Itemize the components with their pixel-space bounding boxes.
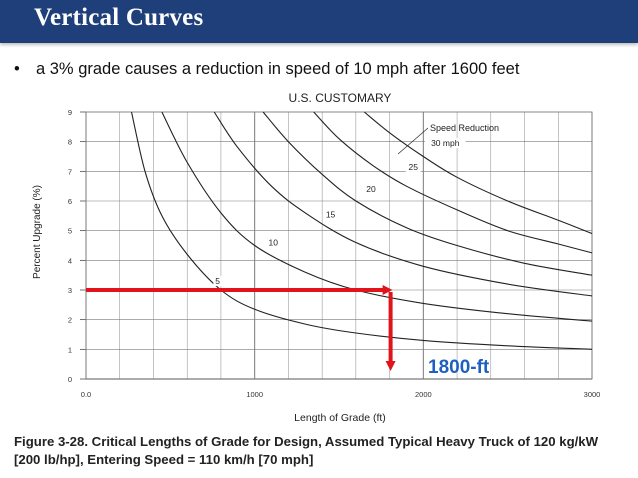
curve-label-bg bbox=[425, 138, 466, 149]
bullet-marker: • bbox=[14, 60, 20, 78]
y-axis-label: Percent Upgrade (%) bbox=[32, 185, 43, 279]
x-tick-label: 0.0 bbox=[81, 390, 91, 399]
x-tick-label: 1000 bbox=[246, 390, 263, 399]
caption-line-2: [200 lb/hp], Entering Speed = 110 km/h [… bbox=[14, 452, 314, 467]
y-tick-label: 1 bbox=[68, 345, 72, 354]
curve-label: 10 bbox=[268, 238, 278, 248]
x-axis-label: Length of Grade (ft) bbox=[294, 412, 386, 424]
y-tick-label: 8 bbox=[68, 138, 72, 147]
y-tick-label: 0 bbox=[68, 375, 72, 384]
y-tick-label: 4 bbox=[68, 256, 72, 265]
curve-15 bbox=[213, 111, 593, 297]
title-bar: Vertical Curves bbox=[0, 0, 638, 43]
curve-label-bg bbox=[363, 184, 379, 195]
x-tick-label: 2000 bbox=[415, 390, 432, 399]
curve-30-mph bbox=[363, 111, 593, 235]
curve-label-bg bbox=[213, 276, 222, 287]
bullet-text: a 3% grade causes a reduction in speed o… bbox=[36, 60, 520, 78]
plot-frame bbox=[85, 111, 593, 380]
slide-title: Vertical Curves bbox=[34, 4, 204, 31]
curve-25 bbox=[313, 111, 593, 254]
caption-line-1: Figure 3-28. Critical Lengths of Grade f… bbox=[14, 434, 599, 449]
curve-label-bg bbox=[323, 209, 338, 220]
chart-title: U.S. CUSTOMARY bbox=[289, 91, 392, 105]
speed-reduction-legend-label: Speed Reduction bbox=[430, 123, 499, 133]
figure-caption: Figure 3-28. Critical Lengths of Grade f… bbox=[14, 433, 634, 469]
y-tick-label: 2 bbox=[68, 316, 72, 325]
curve-label: 20 bbox=[366, 184, 376, 194]
y-tick-label: 6 bbox=[68, 197, 72, 206]
y-tick-label: 5 bbox=[68, 227, 72, 236]
curve-5 bbox=[130, 111, 593, 350]
y-tick-label: 7 bbox=[68, 167, 72, 176]
legend-leader-line bbox=[397, 127, 429, 155]
x-tick-label: 3000 bbox=[584, 390, 601, 399]
curve-label-bg bbox=[265, 237, 281, 248]
curve-10 bbox=[161, 111, 593, 322]
y-tick-label: 9 bbox=[68, 108, 72, 117]
curve-label: 30 mph bbox=[431, 138, 460, 148]
curve-label: 15 bbox=[326, 209, 336, 219]
y-tick-label: 3 bbox=[68, 286, 72, 295]
bullet-point: • a 3% grade causes a reduction in speed … bbox=[14, 60, 634, 79]
length-annotation-label: 1800-ft bbox=[428, 357, 490, 378]
curve-label: 5 bbox=[215, 276, 220, 286]
curve-label-bg bbox=[405, 161, 421, 172]
curve-20 bbox=[262, 111, 593, 276]
curve-label: 25 bbox=[408, 162, 418, 172]
